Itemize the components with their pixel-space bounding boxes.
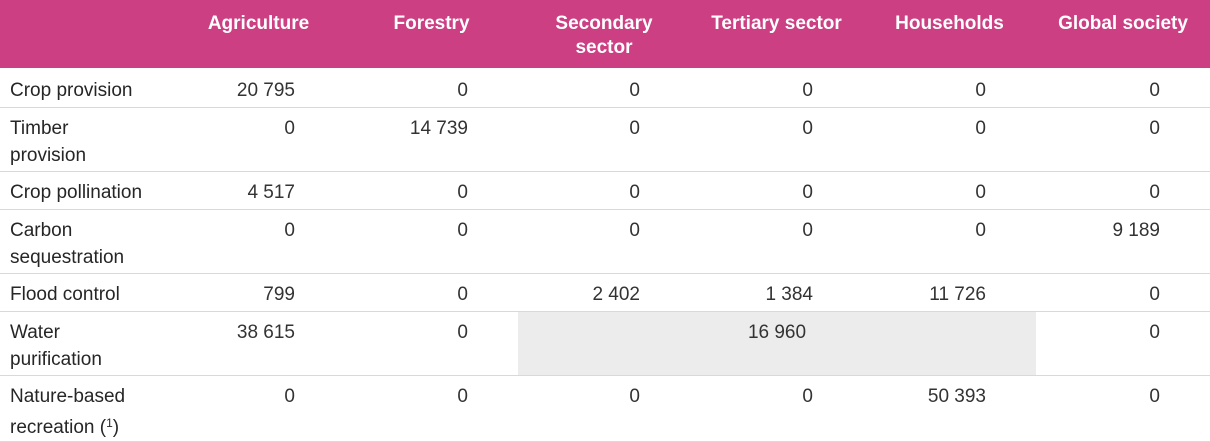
cell-global-society: 0 xyxy=(1036,171,1210,210)
header-tertiary-sector: Tertiary sector xyxy=(690,0,863,70)
row-label: Crop provision xyxy=(0,69,172,108)
header-agriculture: Agriculture xyxy=(172,0,345,70)
header-secondary-sector: Secondary sector xyxy=(518,0,690,70)
row-label: Flood control xyxy=(0,273,172,312)
cell-forestry: 14 739 xyxy=(345,107,518,172)
cell-forestry: 0 xyxy=(345,375,518,442)
cell-tertiary-sector: 0 xyxy=(690,107,863,172)
cell-agriculture: 38 615 xyxy=(172,311,345,376)
cell-secondary-sector: 0 xyxy=(518,171,690,210)
cell-agriculture: 799 xyxy=(172,273,345,312)
table-row: Timber provision 0 14 739 0 0 0 0 xyxy=(0,107,1210,172)
row-label: Timber provision xyxy=(0,107,172,172)
cell-tertiary-sector: 0 xyxy=(690,171,863,210)
row-label-close: ) xyxy=(112,416,120,438)
cell-secondary-sector: 0 xyxy=(518,375,690,442)
row-label: Nature-based recreation (1) xyxy=(0,375,172,442)
cell-global-society: 0 xyxy=(1036,107,1210,172)
cell-households: 0 xyxy=(863,171,1036,210)
cell-agriculture: 0 xyxy=(172,209,345,274)
cell-households: 0 xyxy=(863,69,1036,108)
cell-forestry: 0 xyxy=(345,209,518,274)
table-row: Nature-based recreation (1) 0 0 0 0 50 3… xyxy=(0,375,1210,442)
cell-secondary-sector: 0 xyxy=(518,209,690,274)
row-label: Crop pollination xyxy=(0,171,172,210)
cell-secondary-sector: 0 xyxy=(518,69,690,108)
cell-forestry: 0 xyxy=(345,171,518,210)
cell-tertiary-sector: 0 xyxy=(690,69,863,108)
cell-forestry: 0 xyxy=(345,311,518,376)
header-households: Households xyxy=(863,0,1036,70)
row-label: Carbon sequestration xyxy=(0,209,172,274)
cell-agriculture: 4 517 xyxy=(172,171,345,210)
row-label-line2: recreation ( xyxy=(10,416,107,438)
cell-tertiary-sector: 0 xyxy=(690,209,863,274)
cell-forestry: 0 xyxy=(345,273,518,312)
cell-households: 0 xyxy=(863,209,1036,274)
cell-agriculture: 20 795 xyxy=(172,69,345,108)
footnote-marker: 1 xyxy=(106,415,113,430)
header-global-society: Global society xyxy=(1036,0,1210,70)
header-row: Agriculture Forestry Secondary sector Te… xyxy=(0,0,1210,70)
cell-households: 11 726 xyxy=(863,273,1036,312)
cell-global-society: 9 189 xyxy=(1036,209,1210,274)
cell-agriculture: 0 xyxy=(172,375,345,442)
header-forestry: Forestry xyxy=(345,0,518,70)
row-label: Water purification xyxy=(0,311,172,376)
cell-households: 0 xyxy=(863,107,1036,172)
table-row: Water purification 38 615 0 16 960 0 xyxy=(0,311,1210,376)
cell-secondary-sector: 2 402 xyxy=(518,273,690,312)
cell-households: 50 393 xyxy=(863,375,1036,442)
row-label-line1: Nature-based xyxy=(10,385,126,407)
cell-tertiary-sector: 0 xyxy=(690,375,863,442)
cell-agriculture: 0 xyxy=(172,107,345,172)
cell-global-society: 0 xyxy=(1036,375,1210,442)
cell-merged-secondary-tertiary-households: 16 960 xyxy=(518,311,1036,376)
table-row: Flood control 799 0 2 402 1 384 11 726 0 xyxy=(0,273,1210,312)
cell-tertiary-sector: 1 384 xyxy=(690,273,863,312)
header-corner xyxy=(0,0,172,70)
cell-global-society: 0 xyxy=(1036,69,1210,108)
cell-global-society: 0 xyxy=(1036,273,1210,312)
table-row: Crop provision 20 795 0 0 0 0 0 xyxy=(0,69,1210,108)
cell-global-society: 0 xyxy=(1036,311,1210,376)
table-row: Carbon sequestration 0 0 0 0 0 9 189 xyxy=(0,209,1210,274)
cell-forestry: 0 xyxy=(345,69,518,108)
cell-secondary-sector: 0 xyxy=(518,107,690,172)
table-row: Crop pollination 4 517 0 0 0 0 0 xyxy=(0,171,1210,210)
